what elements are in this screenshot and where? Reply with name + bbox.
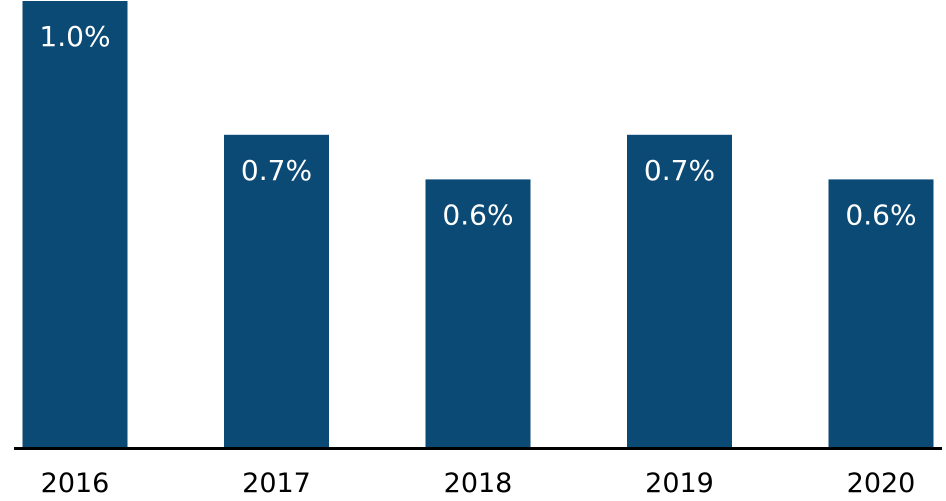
data-label-2020: 0.6% [845,198,916,231]
data-label-2016: 1.0% [39,20,110,53]
bar-2017 [224,134,329,448]
x-tick-label-2016: 2016 [41,468,110,499]
x-tick-labels-group: 2016 2017 2018 2019 2020 [41,468,916,499]
x-tick-label-2019: 2019 [645,468,714,499]
x-tick-label-2018: 2018 [444,468,513,499]
bar-2016 [22,1,128,447]
data-label-2018: 0.6% [442,198,513,231]
bar-2019 [627,134,732,448]
bar-2018 [425,179,531,447]
bar-2020 [828,179,934,447]
x-tick-label-2020: 2020 [847,468,916,499]
data-label-2017: 0.7% [241,154,312,187]
data-labels-group: 1.0% 0.7% 0.6% 0.7% 0.6% [39,20,916,231]
x-tick-label-2017: 2017 [242,468,311,499]
bars-group [22,1,934,448]
data-label-2019: 0.7% [644,154,715,187]
